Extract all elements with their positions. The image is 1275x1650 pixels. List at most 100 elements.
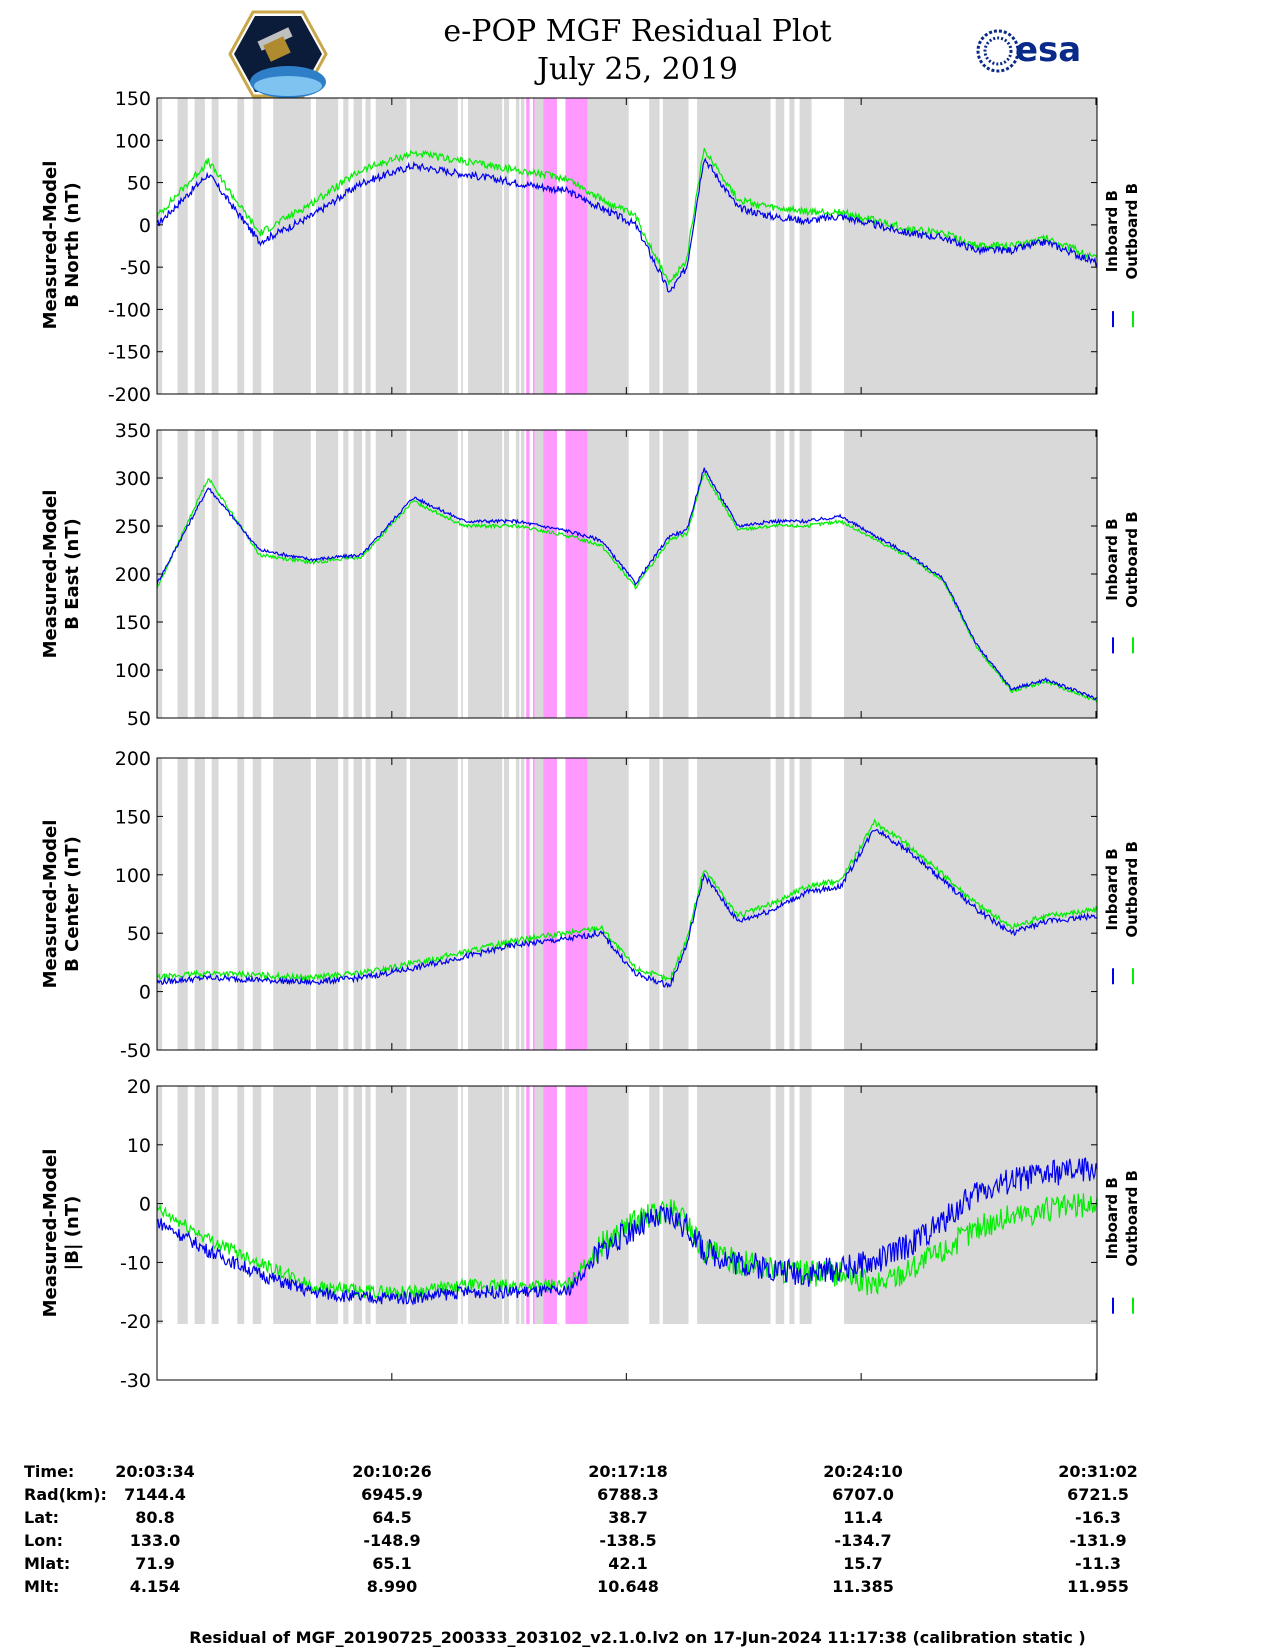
gray-band xyxy=(649,98,660,394)
y-tick-label: -30 xyxy=(120,1370,151,1392)
pink-band xyxy=(543,430,557,718)
gray-band xyxy=(273,430,311,718)
gray-band xyxy=(789,98,795,394)
table-row-label: Rad(km): xyxy=(24,1485,107,1504)
table-cell: 38.7 xyxy=(608,1508,648,1527)
plot-frame xyxy=(156,757,1098,1051)
y-tick-label: 20 xyxy=(127,1076,151,1098)
table-row-label: Mlt: xyxy=(24,1577,60,1596)
gray-band xyxy=(365,98,371,394)
esa-logo-text: esa xyxy=(1015,30,1082,70)
pink-band xyxy=(543,1086,557,1324)
gray-band xyxy=(237,1086,245,1324)
gray-band xyxy=(365,430,371,718)
table-cell: 11.955 xyxy=(1067,1577,1129,1596)
gray-band xyxy=(211,758,219,1050)
gray-band xyxy=(375,98,407,394)
y-tick-label: 150 xyxy=(115,88,151,110)
y-tick-label: 0 xyxy=(139,1194,151,1216)
table-cell: 65.1 xyxy=(372,1554,412,1573)
gray-band xyxy=(194,758,205,1050)
gray-band xyxy=(534,1086,544,1324)
table-cell: -16.3 xyxy=(1074,1508,1122,1527)
gray-band xyxy=(211,1086,219,1324)
gray-band xyxy=(315,1086,339,1324)
gray-band xyxy=(662,430,689,718)
gray-band xyxy=(409,758,458,1050)
gray-band xyxy=(461,1086,463,1324)
gray-band xyxy=(375,758,407,1050)
gray-band xyxy=(343,98,349,394)
gray-band xyxy=(461,758,463,1050)
y-tick-label: -50 xyxy=(120,257,151,279)
series-outboard-line xyxy=(156,818,1098,983)
gray-band xyxy=(844,430,1097,718)
y-tick-label: -50 xyxy=(120,1040,151,1062)
gray-band xyxy=(534,98,544,394)
table-row-label: Mlat: xyxy=(24,1554,71,1573)
pink-band xyxy=(526,430,530,718)
y-axis-label: Measured-Model xyxy=(40,161,61,330)
pink-band xyxy=(533,758,535,1050)
table-cell: 42.1 xyxy=(608,1554,648,1573)
gray-band xyxy=(515,1086,520,1324)
pink-band xyxy=(543,758,557,1050)
series-outboard-line xyxy=(156,473,1098,703)
gray-band xyxy=(697,430,771,718)
gray-band xyxy=(461,430,463,718)
ephemeris-table: Time: Rad(km): Lat: Lon: Mlat: Mlt: 20:03:34 71… xyxy=(0,1462,1275,1622)
table-cell: 20:24:10 xyxy=(823,1462,903,1481)
pink-band xyxy=(565,98,588,394)
gray-band xyxy=(697,1086,771,1324)
gray-band xyxy=(515,758,520,1050)
y-tick-label: 150 xyxy=(115,612,151,634)
legend-inboard: Inboard B xyxy=(1103,1177,1121,1259)
panel-2: 350 300 250 200 150 100 50 Measured-Model B East… xyxy=(40,420,1141,730)
y-axis-label: |B| (nT) xyxy=(62,1196,83,1271)
gray-band xyxy=(177,98,188,394)
table-cell: 133.0 xyxy=(129,1531,181,1550)
table-cell: 6707.0 xyxy=(832,1485,894,1504)
pink-band xyxy=(565,1086,588,1324)
pink-band xyxy=(565,758,588,1050)
gray-band xyxy=(515,98,520,394)
gray-band xyxy=(365,1086,371,1324)
table-cell: 80.8 xyxy=(135,1508,175,1527)
y-tick-label: 50 xyxy=(127,923,151,945)
pink-band xyxy=(526,1086,530,1324)
table-cell: 6788.3 xyxy=(597,1485,659,1504)
gray-band xyxy=(252,1086,262,1324)
table-cell: 20:31:02 xyxy=(1058,1462,1138,1481)
table-row-label: Lon: xyxy=(24,1531,63,1550)
gray-band xyxy=(353,98,363,394)
series-outboard-line xyxy=(156,148,1098,286)
gray-band xyxy=(503,1086,510,1324)
y-tick-label: -10 xyxy=(120,1252,151,1274)
gray-band xyxy=(662,758,689,1050)
y-tick-label: 300 xyxy=(115,468,151,490)
table-cell: 6945.9 xyxy=(361,1485,423,1504)
gray-band xyxy=(503,758,510,1050)
gray-band xyxy=(343,758,349,1050)
y-tick-label: 100 xyxy=(115,865,151,887)
gray-band xyxy=(273,98,311,394)
y-tick-label: 150 xyxy=(115,806,151,828)
pink-band xyxy=(533,430,535,718)
gray-band xyxy=(375,430,407,718)
gray-band xyxy=(365,758,371,1050)
gray-band xyxy=(375,1086,407,1324)
table-cell: -148.9 xyxy=(363,1531,421,1550)
gray-band xyxy=(194,1086,205,1324)
gray-band xyxy=(177,758,188,1050)
table-cell: 20:17:18 xyxy=(588,1462,668,1481)
pink-band xyxy=(565,430,588,718)
gray-band xyxy=(789,758,795,1050)
table-cell: 11.385 xyxy=(832,1577,894,1596)
y-axis-label: B East (nT) xyxy=(62,518,83,630)
gray-band xyxy=(587,1086,629,1324)
gray-band xyxy=(503,430,510,718)
gray-band xyxy=(587,98,629,394)
table-cell: 6721.5 xyxy=(1067,1485,1129,1504)
gray-band xyxy=(587,758,629,1050)
